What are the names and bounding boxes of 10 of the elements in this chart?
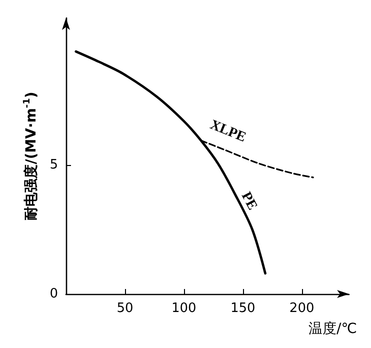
text: XLPE — [208, 118, 248, 146]
x-axis-title: 温度/℃ — [308, 321, 357, 337]
y-tick-label: 5 — [50, 158, 58, 173]
x-tick-label: 100 — [172, 301, 196, 316]
x-tick-label: 50 — [116, 301, 134, 316]
x-tick-label: 200 — [289, 301, 314, 316]
y-tick-label: 0 — [50, 286, 58, 302]
text: PE — [238, 190, 260, 213]
x-tick-label: 150 — [230, 301, 256, 316]
y-axis-title: 耐电强度/(MV·m-1) — [22, 92, 40, 220]
